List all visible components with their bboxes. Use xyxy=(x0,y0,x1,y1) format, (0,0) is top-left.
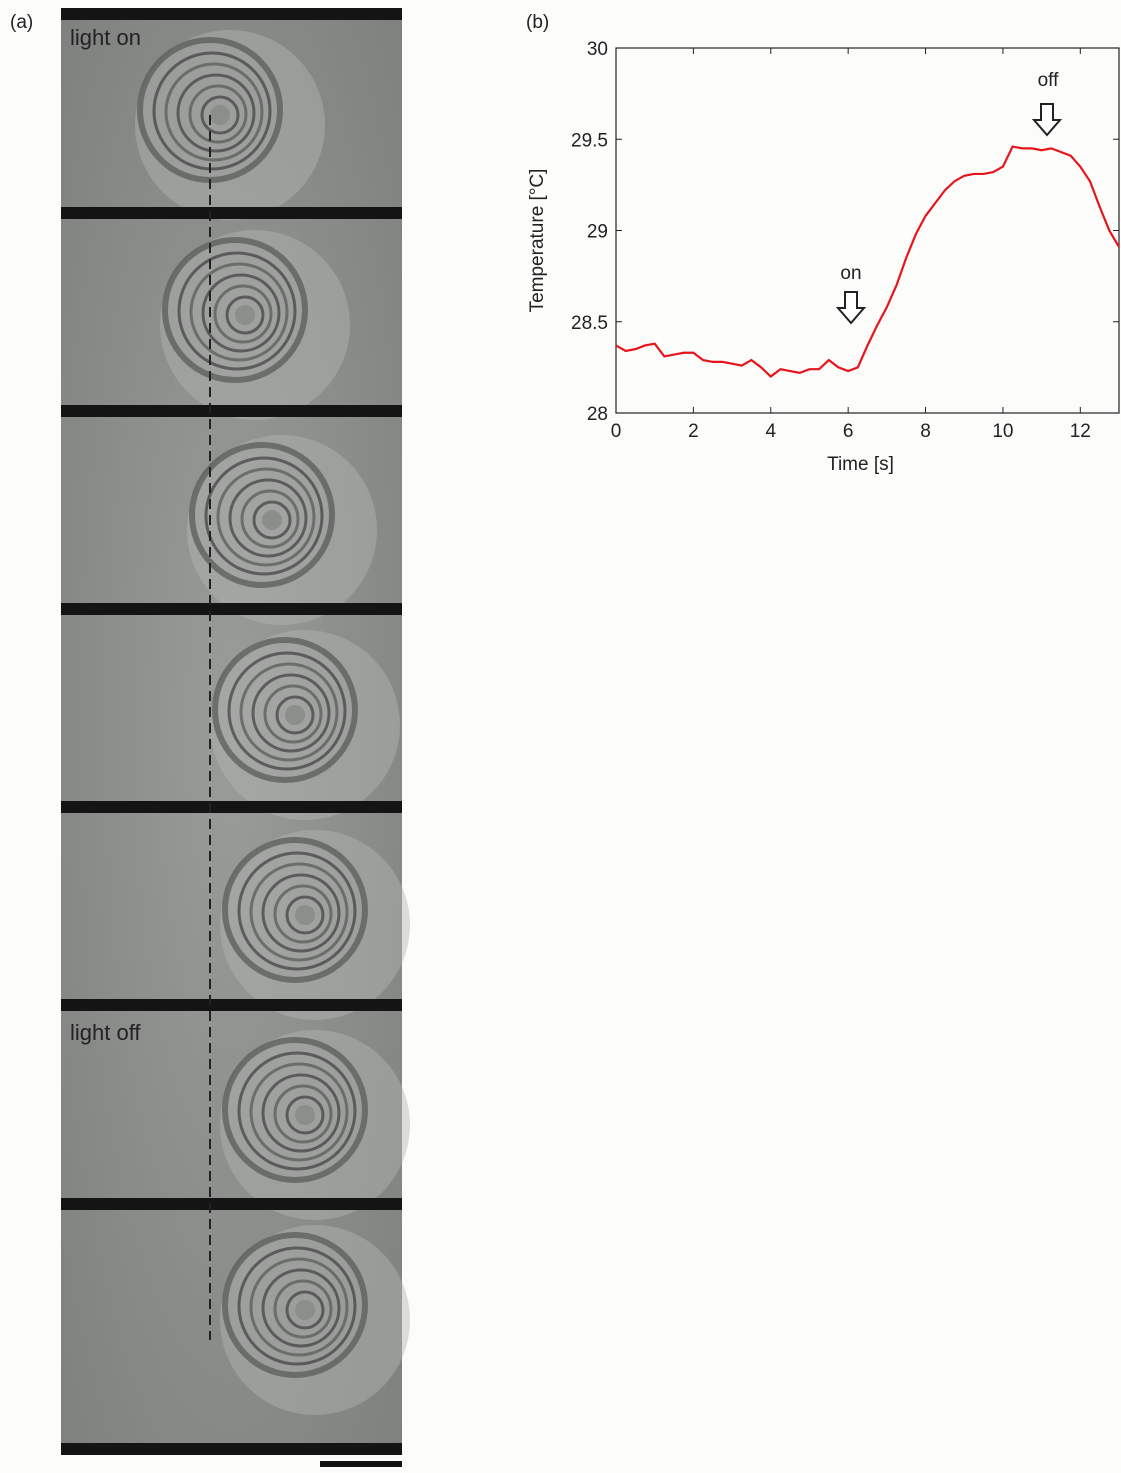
droplet-ring xyxy=(162,237,308,383)
droplet-ring xyxy=(249,862,349,962)
annotation: on xyxy=(840,263,861,284)
x-tick-label: 10 xyxy=(992,421,1013,442)
droplet-ring xyxy=(212,637,358,783)
image-panel xyxy=(61,8,410,1455)
annotation: light off xyxy=(70,1020,141,1045)
x-tick-label: 12 xyxy=(1070,421,1091,442)
droplet-ring xyxy=(216,467,316,567)
droplet-core xyxy=(295,1105,315,1125)
droplet-ring xyxy=(225,295,265,335)
x-tick-label: 6 xyxy=(843,421,854,442)
panel-label: (a) xyxy=(10,12,33,33)
frame-divider xyxy=(61,1443,402,1455)
droplet-ring xyxy=(263,684,323,744)
frame-divider xyxy=(61,603,402,615)
data-line xyxy=(615,145,1120,378)
y-tick-label: 28 xyxy=(587,404,608,425)
droplet-core xyxy=(285,705,305,725)
y-tick-label: 29 xyxy=(587,222,608,243)
x-tick-label: 2 xyxy=(688,421,699,442)
frame-divider xyxy=(61,405,402,417)
y-tick-label: 30 xyxy=(587,39,608,60)
droplet-ring xyxy=(261,1268,341,1348)
droplet-ring xyxy=(261,1073,341,1153)
droplet-core xyxy=(295,1300,315,1320)
droplet-ring xyxy=(273,1279,333,1339)
droplet-ring xyxy=(227,651,347,771)
droplet-ring xyxy=(240,489,300,549)
y-axis-label: Temperature [°C] xyxy=(527,169,548,313)
droplet-ring xyxy=(249,1062,349,1162)
droplet-ring xyxy=(189,442,335,588)
droplet-ring xyxy=(285,1290,325,1330)
frame-divider xyxy=(61,207,402,219)
droplet-ring xyxy=(251,673,331,753)
droplet-ring xyxy=(228,478,308,558)
droplet-ring xyxy=(239,662,339,762)
x-axis-label: Time [s] xyxy=(827,454,894,475)
droplet-core xyxy=(262,510,282,530)
droplet-ring xyxy=(189,262,289,362)
droplet-core xyxy=(295,905,315,925)
droplet-ring xyxy=(177,251,297,371)
droplet-ring xyxy=(176,73,256,153)
droplet-ring xyxy=(237,1246,357,1366)
droplet-ring xyxy=(201,273,281,353)
plot-frame xyxy=(615,47,1120,414)
droplet-ring xyxy=(222,1037,368,1183)
frame-divider xyxy=(61,999,402,1011)
frame-divider xyxy=(61,8,402,20)
droplet-ring xyxy=(237,1051,357,1171)
droplet-ring xyxy=(213,284,273,344)
droplet-ring xyxy=(252,500,292,540)
droplet-ring xyxy=(275,695,315,735)
panel-label: (b) xyxy=(526,12,549,33)
droplet-ring xyxy=(222,837,368,983)
x-tick-label: 4 xyxy=(765,421,776,442)
droplet-ring xyxy=(222,1232,368,1378)
frame-divider xyxy=(61,1198,402,1210)
y-tick-label: 29.5 xyxy=(571,130,608,151)
droplet-ring xyxy=(249,1257,349,1357)
arrow xyxy=(1031,103,1063,137)
arrow xyxy=(835,291,867,325)
droplet-ring xyxy=(204,456,324,576)
droplet-ring xyxy=(152,51,272,171)
droplet-core xyxy=(210,105,230,125)
droplet-ring xyxy=(188,84,248,144)
droplet-ring xyxy=(273,1084,333,1144)
y-tick-label: 28.5 xyxy=(571,313,608,334)
droplet-core xyxy=(235,305,255,325)
droplet-ring xyxy=(237,851,357,971)
x-tick-label: 8 xyxy=(920,421,931,442)
x-tick-label: 0 xyxy=(611,421,622,442)
annotation: light on xyxy=(70,25,141,50)
droplet-ring xyxy=(200,95,240,135)
droplet-ring xyxy=(164,62,264,162)
scale-bar xyxy=(320,1461,402,1467)
droplet-ring xyxy=(261,873,341,953)
droplet-ring xyxy=(273,884,333,944)
droplet-ring xyxy=(285,1095,325,1135)
annotation: off xyxy=(1038,70,1060,91)
chart: 0 2 4 6 8 10 12 28 28.5 29 29.5 30 Time [s] Temperatu… xyxy=(527,39,1120,475)
frame-divider xyxy=(61,801,402,813)
droplet-ring xyxy=(285,895,325,935)
